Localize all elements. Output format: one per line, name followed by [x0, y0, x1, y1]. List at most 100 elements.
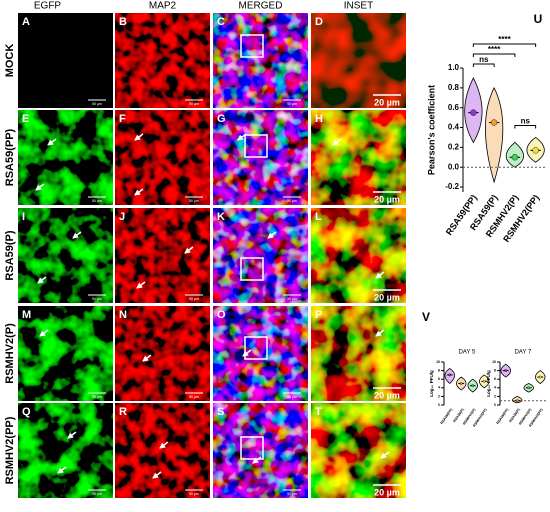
y-tick-label: 0 [438, 403, 440, 407]
row-label: RSMHV2(P) [4, 323, 16, 384]
image-background [18, 13, 113, 108]
microscopy-image [18, 403, 113, 498]
significance-label: ns [521, 117, 531, 126]
microscopy-image [311, 208, 406, 303]
panel-letter: M [22, 309, 31, 321]
panel-letter: N [119, 309, 127, 321]
y-tick-label: 8 [438, 369, 440, 373]
x-tick-label: RSA59(PP) [496, 408, 510, 425]
column-header: EGFP [34, 1, 62, 12]
y-tick-label: -0.2 [445, 182, 459, 191]
column-header: INSET [344, 1, 373, 12]
microscopy-image [213, 208, 308, 303]
charts: -0.2 0.0 0.2 0.4 0.6 0.8 1.0 Pearson's coeffici… [422, 12, 546, 428]
arrow [252, 456, 262, 464]
scale-label: 20 µm [374, 292, 400, 302]
microscopy-image [311, 306, 406, 401]
scale-label: 20 µm [374, 487, 400, 497]
y-axis-label: Pearson's coefficient [426, 85, 436, 175]
panel-letter: O [217, 309, 226, 321]
inset-box [240, 34, 264, 58]
median-dot [448, 373, 452, 377]
panel-letter: P [315, 309, 322, 321]
panel-letter: J [119, 211, 125, 223]
scale-label: 50 µm [287, 102, 297, 106]
median-dot [538, 375, 542, 379]
microscopy-image [115, 403, 210, 498]
median-dot [515, 399, 519, 403]
panel-letter: K [217, 211, 225, 223]
violin [485, 86, 504, 184]
microscopy-image [115, 306, 210, 401]
y-tick-label: 2 [438, 394, 440, 398]
significance-bracket [472, 53, 516, 57]
panel-letter: A [22, 16, 30, 28]
significance-label: **** [488, 45, 501, 54]
scale-label: 20 µm [374, 97, 400, 107]
significance-bracket [472, 43, 537, 47]
microscopy-image [18, 208, 113, 303]
scale-label: 50 µm [287, 199, 297, 203]
image-grid: EGFP MAP2 MERGED INSETMOCKRSA59(PP)RSA59(P)… [4, 1, 406, 498]
y-tick-label: 0.2 [448, 142, 460, 151]
significance-label: ns [479, 55, 489, 64]
y-tick-label: 10 [436, 360, 440, 364]
y-axis-label: Log₁₀ PFU/g [429, 370, 434, 397]
median-dot [459, 382, 463, 385]
scale-label: 50 µm [287, 297, 297, 301]
scale-label: 50 µm [287, 492, 297, 496]
y-tick-label: 0.8 [448, 83, 460, 92]
median-dot [504, 369, 508, 372]
row-label: RSA59(P) [4, 230, 16, 280]
microscopy-image [213, 13, 308, 108]
arrow [152, 471, 162, 479]
arrow [184, 246, 194, 254]
microscopy-image [311, 403, 406, 498]
y-tick-label: 6 [494, 377, 496, 381]
arrow [242, 349, 252, 357]
arrow [375, 329, 385, 337]
y-tick-label: 8 [494, 369, 496, 373]
inset-box [240, 257, 264, 281]
significance-label: **** [498, 35, 511, 44]
arrow [134, 133, 144, 141]
panel-letter: L [315, 211, 322, 223]
arrow [57, 466, 67, 474]
median-dot [527, 386, 531, 390]
y-tick-label: 0.0 [448, 162, 460, 171]
y-tick-label: 6 [438, 377, 440, 381]
arrow [134, 188, 144, 196]
scale-label: 50 µm [189, 395, 199, 399]
panel-letter: B [119, 16, 127, 28]
y-tick-label: 4 [494, 386, 496, 390]
arrow [39, 329, 49, 337]
arrow [37, 276, 47, 284]
y-tick-label: 0 [494, 403, 496, 407]
panel-letter: H [315, 113, 323, 125]
scale-label: 20 µm [374, 390, 400, 400]
y-tick-label: 4 [438, 386, 440, 390]
arrow [72, 231, 82, 239]
panel-letter: I [22, 211, 25, 223]
panel-letter: F [119, 113, 126, 125]
median-dot [482, 379, 486, 383]
inset-box [244, 134, 268, 158]
panel-letter: E [22, 113, 29, 125]
arrow [237, 133, 247, 141]
row-label: RSA59(PP) [4, 128, 16, 186]
arrow [380, 451, 390, 459]
microscopy-image [213, 403, 308, 498]
column-header: MERGED [239, 1, 283, 12]
arrow [67, 431, 77, 439]
microscopy-image [213, 306, 308, 401]
microscopy-image [115, 208, 210, 303]
microscopy-image [115, 110, 210, 205]
arrow [136, 281, 146, 289]
panel-letter: T [315, 406, 322, 418]
inset-box [240, 436, 264, 460]
panel-letter: R [119, 406, 127, 418]
panel-letter: D [315, 16, 323, 28]
arrow [159, 441, 169, 449]
scale-label: 50 µm [189, 102, 199, 106]
arrow [267, 231, 277, 239]
